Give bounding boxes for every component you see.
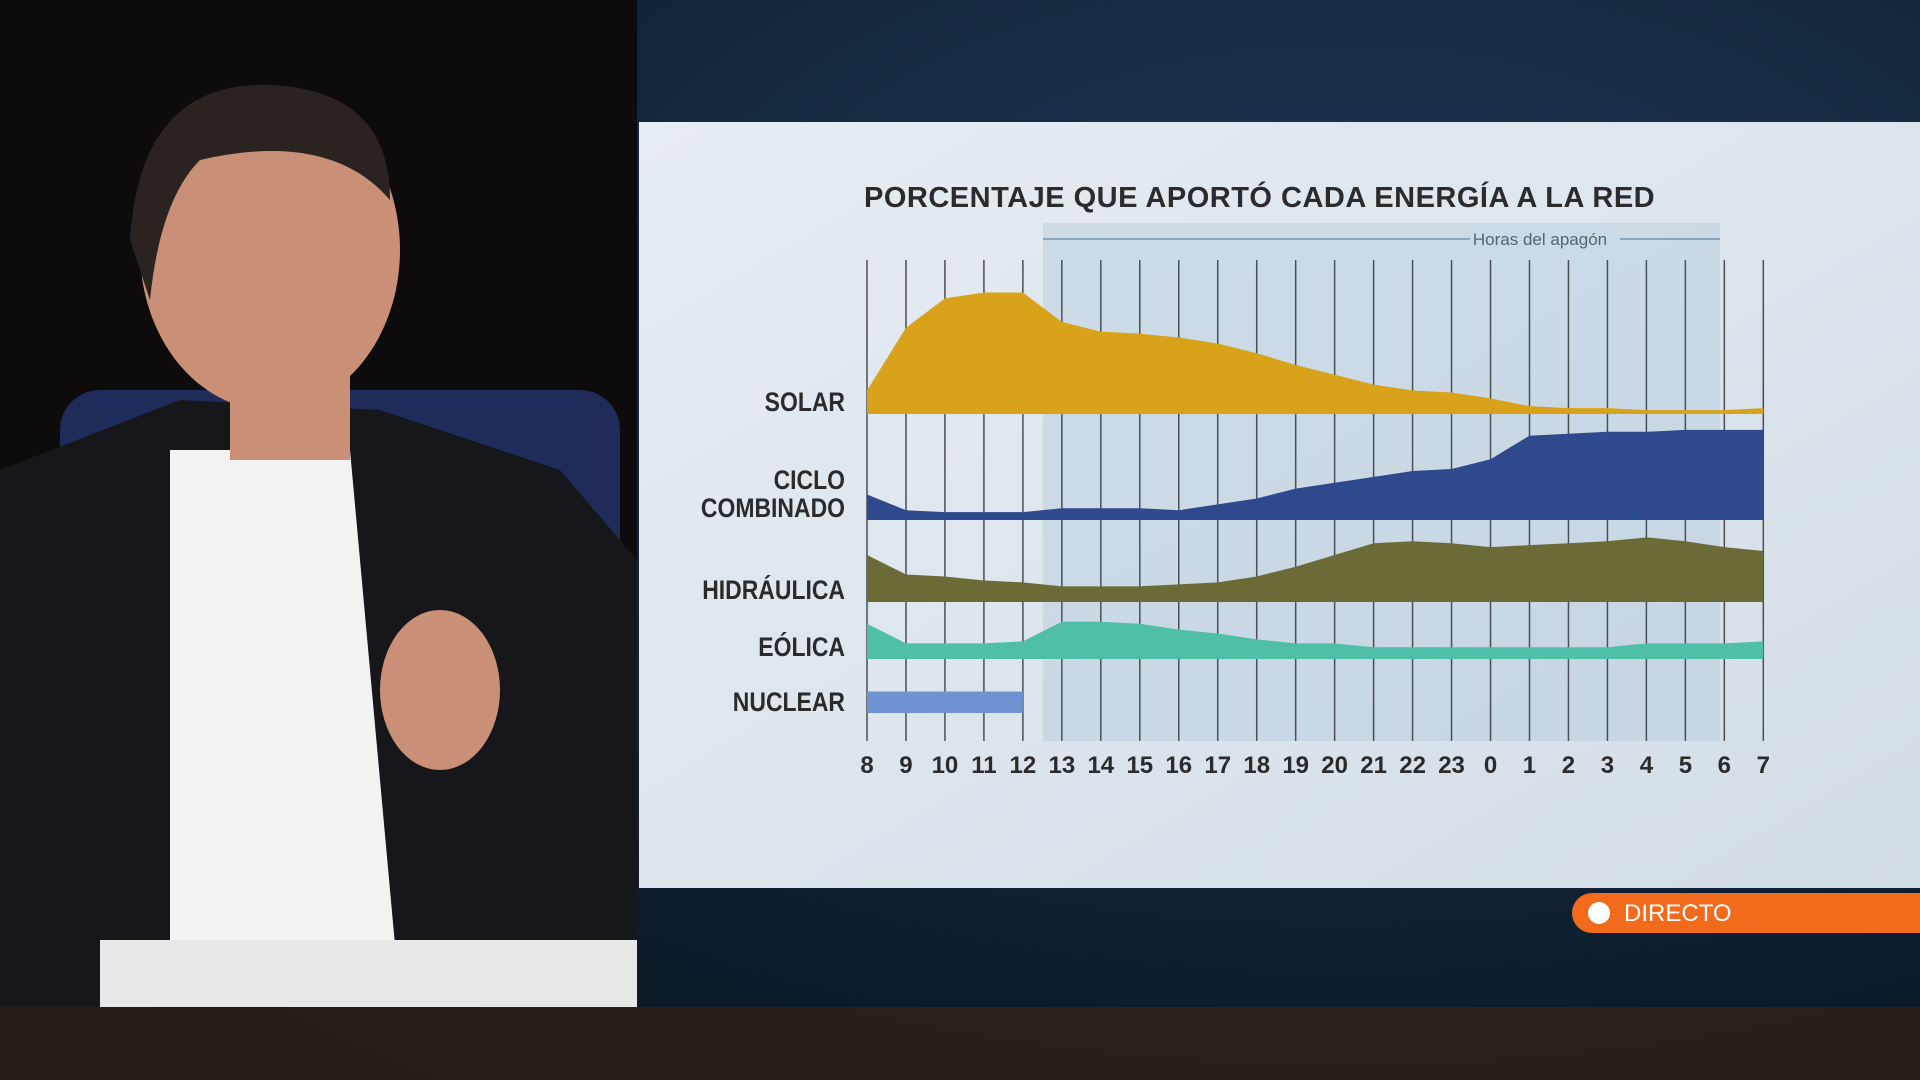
x-tick-label: 23 [1438, 752, 1465, 779]
live-dot [1588, 902, 1610, 924]
x-tick-label: 1 [1523, 752, 1536, 779]
x-tick-label: 4 [1640, 752, 1654, 779]
plot: 8 9 10 11 12 13 14 15 16 17 18 19 20 21 22 23 0 1 2 3 4 5 6 7 [860, 260, 1770, 779]
x-tick-label: 17 [1204, 752, 1231, 779]
x-tick-label: 15 [1126, 752, 1153, 779]
series-label: SOLAR [764, 387, 845, 417]
x-tick-label: 10 [932, 752, 959, 779]
floor-glow [0, 1007, 1920, 1080]
x-tick-label: 3 [1601, 752, 1614, 779]
x-tick-label: 9 [899, 752, 912, 779]
series-label: NUCLEAR [732, 687, 845, 717]
area [867, 537, 1764, 602]
series-label: EÓLICA [758, 632, 845, 662]
x-tick-label: 6 [1718, 752, 1731, 779]
x-tick-label: 13 [1048, 752, 1075, 779]
x-tick-label: 7 [1757, 752, 1770, 779]
x-tick-label: 20 [1321, 752, 1348, 779]
annotation: Horas del apagón [1473, 230, 1607, 249]
x-tick-label: 0 [1484, 752, 1497, 779]
area [867, 292, 1764, 414]
x-tick-label: 21 [1360, 752, 1387, 779]
x-tick-label: 16 [1165, 752, 1192, 779]
area [867, 621, 1764, 659]
chart-title: PORCENTAJE QUE APORTÓ CADA ENERGÍA A LA … [864, 182, 1656, 214]
x-tick-label: 8 [860, 752, 873, 779]
x-tick-label: 2 [1562, 752, 1575, 779]
presenter-video [0, 0, 637, 1007]
series-label: HIDRÁULICA [702, 575, 845, 605]
area [867, 691, 1023, 713]
x-tick-label: 12 [1010, 752, 1037, 779]
series-label: CICLO COMBINADO [700, 465, 845, 523]
badge-text: DIRECTO [1624, 900, 1732, 927]
live-badge: DIRECTO [1572, 893, 1920, 933]
area [867, 429, 1764, 520]
x-tick-label: 18 [1243, 752, 1270, 779]
x-tick-label: 11 [971, 752, 996, 779]
x-tick-label: 19 [1282, 752, 1309, 779]
x-tick-label: 5 [1679, 752, 1692, 779]
x-tick-label: 22 [1399, 752, 1426, 779]
x-tick-label: 14 [1087, 752, 1114, 779]
